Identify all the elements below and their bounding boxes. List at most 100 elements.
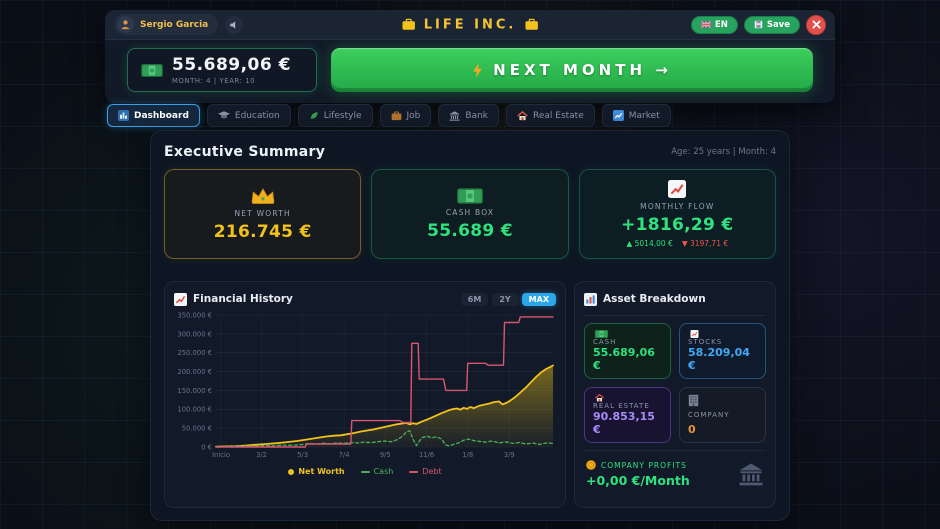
cash-legend-marker bbox=[360, 470, 370, 473]
close-button[interactable] bbox=[806, 14, 826, 35]
language-button[interactable]: EN bbox=[690, 15, 738, 34]
speaker-icon bbox=[230, 20, 236, 29]
range-max-button[interactable]: MAX bbox=[521, 292, 556, 306]
stocks-asset-tile: STOCKS 58.209,04 € bbox=[679, 323, 766, 379]
tab-market[interactable]: Market bbox=[601, 104, 671, 127]
svg-text:5/3: 5/3 bbox=[297, 451, 308, 459]
real-estate-asset-value: 90.853,15 € bbox=[593, 410, 655, 436]
svg-text:350.000 €: 350.000 € bbox=[177, 311, 212, 319]
monthly-flow-card: MONTHLY FLOW +1816,29 € ▲ 5014,00 € ▼ 31… bbox=[578, 169, 776, 259]
monthly-flow-value: +1816,29 € bbox=[621, 215, 734, 235]
dashboard-icon bbox=[118, 110, 129, 121]
chart-legend: Net Worth Cash Debt bbox=[174, 467, 556, 476]
stocks-asset-value: 58.209,04 € bbox=[688, 346, 750, 372]
briefcase-icon bbox=[391, 111, 401, 120]
svg-text:7/4: 7/4 bbox=[339, 451, 350, 459]
range-6m-button[interactable]: 6M bbox=[460, 292, 489, 306]
company-profits-label: COMPANY PROFITS bbox=[601, 460, 687, 470]
asset-breakdown-panel: Asset Breakdown CASH 55.689,06 € STOCKS … bbox=[574, 281, 776, 508]
financial-history-title: Financial History bbox=[193, 293, 293, 305]
close-icon bbox=[811, 20, 821, 29]
office-building-icon bbox=[688, 394, 699, 407]
cash-asset-tile: CASH 55.689,06 € bbox=[584, 323, 671, 379]
net-worth-legend-marker bbox=[288, 468, 295, 475]
classical-bank-icon bbox=[739, 463, 763, 485]
company-asset-tile: COMPANY 0 bbox=[679, 387, 766, 443]
page-title: Executive Summary bbox=[164, 144, 326, 160]
lightning-bolt-icon bbox=[473, 62, 482, 78]
banknote-icon bbox=[141, 63, 163, 77]
cash-box-value: 55.689 € bbox=[427, 220, 513, 241]
cash-box-label: CASH BOX bbox=[445, 207, 495, 217]
language-label: EN bbox=[714, 19, 728, 30]
svg-text:100.000 €: 100.000 € bbox=[177, 406, 212, 414]
bar-chart-icon bbox=[584, 292, 597, 306]
svg-text:3/2: 3/2 bbox=[256, 451, 267, 459]
svg-text:150.000 €: 150.000 € bbox=[177, 387, 212, 395]
svg-text:Inicio: Inicio bbox=[212, 451, 230, 459]
sound-toggle-button[interactable] bbox=[225, 15, 244, 34]
company-profits-value: +0,00 €/Month bbox=[586, 473, 690, 488]
crown-icon bbox=[251, 187, 274, 204]
tab-education[interactable]: Education bbox=[206, 104, 291, 127]
bank-icon bbox=[449, 110, 460, 121]
net-worth-value: 216.745 € bbox=[213, 221, 312, 242]
floppy-disk-icon bbox=[754, 20, 763, 29]
market-chart-icon bbox=[612, 110, 624, 121]
financial-history-chart: 350.000 € 300.000 € 250.000 € 200.000 € 150.… bbox=[177, 311, 554, 459]
player-name: Sergio Garcia bbox=[140, 19, 209, 30]
tab-real-estate[interactable]: Real Estate bbox=[506, 104, 595, 127]
save-label: Save bbox=[766, 19, 790, 30]
svg-text:0 €: 0 € bbox=[201, 443, 212, 451]
tab-bank[interactable]: Bank bbox=[438, 104, 499, 127]
cash-box-card: CASH BOX 55.689 € bbox=[371, 169, 569, 259]
player-avatar-icon bbox=[117, 16, 134, 33]
expenses-value: ▼ 3197,71 € bbox=[681, 239, 729, 248]
banknote-icon bbox=[456, 187, 483, 204]
chart-up-icon bbox=[174, 292, 187, 306]
company-asset-value: 0 bbox=[688, 423, 696, 436]
player-chip[interactable]: Sergio Garcia bbox=[114, 14, 219, 35]
asset-breakdown-title: Asset Breakdown bbox=[603, 293, 706, 305]
svg-text:50.000 €: 50.000 € bbox=[182, 425, 212, 433]
svg-text:300.000 €: 300.000 € bbox=[177, 330, 212, 338]
banknote-icon bbox=[594, 330, 609, 338]
svg-text:3/9: 3/9 bbox=[504, 451, 515, 459]
balance-value: 55.689,06 € bbox=[172, 55, 291, 75]
tab-job[interactable]: Job bbox=[379, 104, 432, 127]
briefcase-icon bbox=[525, 18, 538, 30]
house-icon bbox=[595, 394, 604, 402]
income-value: ▲ 5014,00 € bbox=[626, 239, 673, 248]
house-icon bbox=[517, 110, 528, 120]
uk-flag-icon bbox=[700, 21, 711, 28]
graduation-cap-icon bbox=[217, 111, 230, 119]
leaf-icon bbox=[310, 111, 318, 119]
debt-legend-marker bbox=[409, 470, 419, 473]
next-month-button[interactable]: NEXT MONTH → bbox=[331, 48, 813, 92]
svg-text:200.000 €: 200.000 € bbox=[177, 368, 212, 376]
save-button[interactable]: Save bbox=[743, 15, 800, 34]
range-2y-button[interactable]: 2Y bbox=[492, 292, 518, 306]
game-window: Sergio Garcia LIFE INC. EN Save bbox=[105, 10, 835, 103]
chart-up-icon bbox=[668, 180, 687, 198]
svg-text:11/6: 11/6 bbox=[419, 451, 434, 459]
dashboard-content: Executive Summary Age: 25 years | Month:… bbox=[150, 130, 790, 521]
coin-icon bbox=[586, 460, 596, 470]
date-indicator: MONTH: 4 | YEAR: 10 bbox=[172, 77, 256, 85]
net-worth-card: NET WORTH 216.745 € bbox=[164, 169, 362, 259]
app-title: LIFE INC. bbox=[402, 17, 539, 32]
svg-text:9/5: 9/5 bbox=[380, 451, 391, 459]
balance-panel: 55.689,06 € MONTH: 4 | YEAR: 10 bbox=[127, 48, 317, 92]
age-indicator: Age: 25 years | Month: 4 bbox=[671, 147, 776, 157]
financial-history-panel: Financial History 6M 2Y MAX 350.000 € 300… bbox=[164, 281, 566, 508]
tab-lifestyle[interactable]: Lifestyle bbox=[297, 104, 373, 127]
monthly-flow-label: MONTHLY FLOW bbox=[640, 202, 715, 211]
top-bar: Sergio Garcia LIFE INC. EN Save bbox=[105, 10, 835, 40]
nav-tabs: Dashboard Education Lifestyle Job Bank R… bbox=[107, 104, 671, 127]
svg-text:250.000 €: 250.000 € bbox=[177, 349, 212, 357]
cash-asset-value: 55.689,06 € bbox=[593, 346, 655, 372]
real-estate-asset-tile: REAL ESTATE 90.853,15 € bbox=[584, 387, 671, 443]
briefcase-icon bbox=[402, 18, 415, 30]
net-worth-label: NET WORTH bbox=[234, 208, 291, 218]
tab-dashboard[interactable]: Dashboard bbox=[107, 104, 200, 127]
